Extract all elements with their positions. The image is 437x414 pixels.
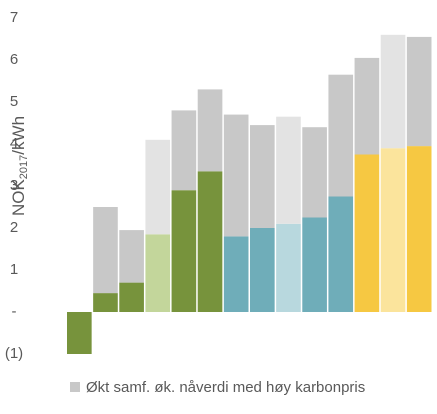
y-tick-label: 4 bbox=[10, 135, 18, 152]
y-tick-label: 1 bbox=[10, 261, 18, 278]
y-tick-label: 3 bbox=[10, 177, 18, 194]
bar-segment bbox=[171, 190, 197, 312]
bar-segment bbox=[302, 217, 327, 312]
bar-segment bbox=[276, 116, 301, 224]
bar-segment bbox=[406, 36, 432, 147]
y-label-rest: /kWh bbox=[9, 116, 28, 155]
y-label-main: NOK bbox=[9, 179, 28, 217]
bar-segment bbox=[276, 223, 301, 312]
bar-segment bbox=[67, 312, 92, 354]
bar-segment bbox=[354, 154, 380, 312]
bar-segment bbox=[223, 114, 249, 237]
bar-segment bbox=[380, 34, 406, 149]
y-axis-label: NOK2017/kWh bbox=[9, 116, 29, 216]
bar-segment bbox=[328, 74, 354, 197]
y-tick-label: - bbox=[12, 303, 17, 320]
y-tick-label: 5 bbox=[10, 93, 18, 110]
bar-segment bbox=[250, 228, 275, 312]
bar-segment bbox=[380, 148, 406, 312]
bar-segment bbox=[119, 282, 144, 312]
bar-segment bbox=[197, 89, 223, 172]
y-tick-label: 6 bbox=[10, 51, 18, 68]
y-label-sub: 2017 bbox=[18, 155, 30, 179]
y-tick-label: (1) bbox=[5, 345, 23, 362]
bar-segment bbox=[171, 110, 197, 191]
bar-segment bbox=[354, 57, 380, 155]
bar-segment bbox=[406, 146, 432, 312]
legend-label: Økt samf. øk. nåverdi med høy karbonpris bbox=[86, 379, 365, 396]
bar-segment bbox=[93, 207, 118, 294]
bar-segment bbox=[145, 139, 171, 235]
bar-segment bbox=[250, 125, 275, 228]
bar-segment bbox=[328, 196, 354, 312]
bar-segment bbox=[145, 234, 171, 312]
bar-segment bbox=[223, 236, 249, 312]
y-tick-label: 7 bbox=[10, 9, 18, 26]
bar-segment bbox=[302, 127, 327, 218]
bar-segment bbox=[197, 171, 223, 312]
legend-swatch bbox=[70, 382, 80, 392]
bar-segment bbox=[119, 230, 144, 283]
bar-segment bbox=[93, 293, 118, 312]
y-tick-label: 2 bbox=[10, 219, 18, 236]
